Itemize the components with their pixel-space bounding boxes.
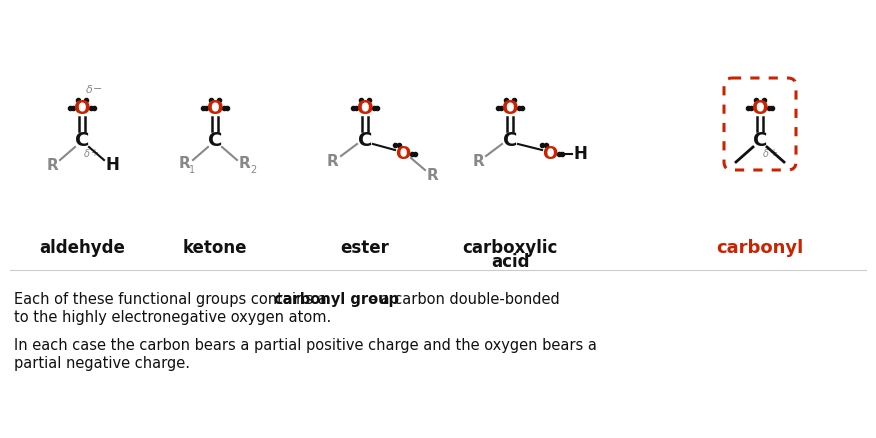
Text: −: − [93,84,102,94]
Text: δ: δ [84,149,90,159]
Text: O: O [395,145,411,163]
Text: H: H [573,145,587,163]
Text: partial negative charge.: partial negative charge. [14,356,190,371]
Text: - a carbon double-bonded: - a carbon double-bonded [365,292,560,307]
Text: R: R [239,156,251,172]
Text: δ: δ [763,149,769,159]
Text: C: C [752,131,767,149]
Text: aldehyde: aldehyde [39,239,125,257]
Text: O: O [752,99,768,117]
Text: Each of these functional groups contains a: Each of these functional groups contains… [14,292,331,307]
Text: H: H [105,156,119,174]
Text: +: + [90,148,98,158]
Text: to the highly electronegative oxygen atom.: to the highly electronegative oxygen ato… [14,310,331,325]
Text: In each case the carbon bears a partial positive charge and the oxygen bears a: In each case the carbon bears a partial … [14,338,597,353]
Text: ketone: ketone [183,239,247,257]
Text: C: C [208,131,223,149]
Text: R: R [427,169,439,184]
Text: C: C [74,131,89,149]
Text: acid: acid [491,253,529,271]
Text: ester: ester [341,239,390,257]
Text: R: R [179,156,191,172]
Text: O: O [502,99,519,117]
Text: O: O [207,99,223,117]
Text: R: R [327,153,339,169]
Text: C: C [357,131,372,149]
Text: carboxylic: carboxylic [463,239,558,257]
Text: O: O [74,99,90,117]
Text: O: O [542,145,558,163]
Text: 1: 1 [189,165,195,175]
Text: R: R [46,158,58,173]
Text: carbonyl group: carbonyl group [274,292,399,307]
Text: R: R [472,153,484,169]
Text: O: O [357,99,373,117]
Text: +: + [769,148,777,158]
Text: δ: δ [86,85,93,95]
Text: C: C [503,131,517,149]
Text: 2: 2 [250,165,256,175]
Text: carbonyl: carbonyl [717,239,803,257]
